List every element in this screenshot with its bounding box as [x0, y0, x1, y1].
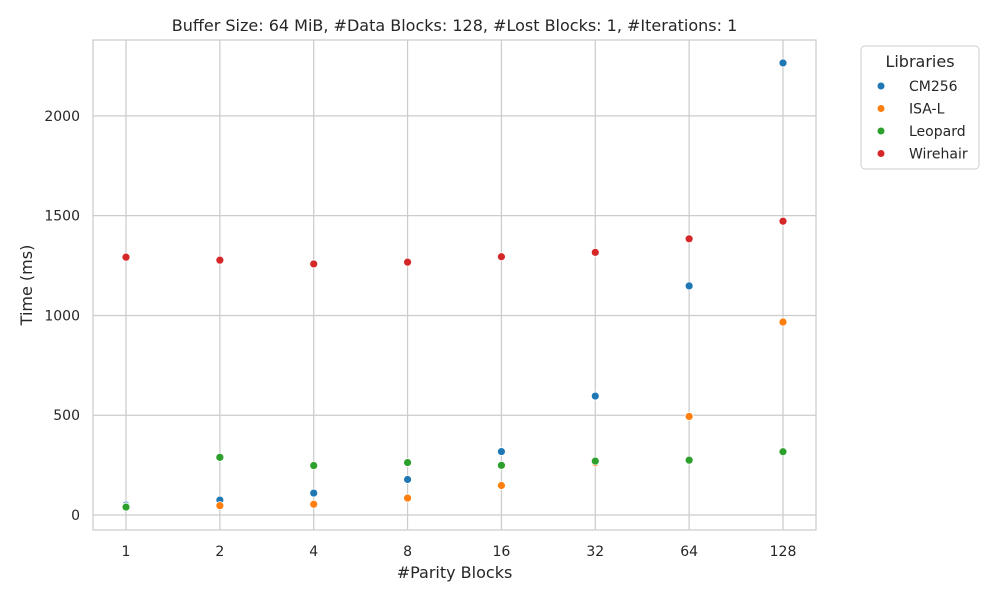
data-point: [215, 255, 225, 265]
y-tick-label: 1000: [44, 308, 80, 324]
data-point: [684, 455, 694, 465]
x-tick-label: 32: [586, 544, 604, 560]
x-tick-label: 8: [403, 544, 412, 560]
data-point: [778, 58, 788, 68]
legend-marker: [877, 150, 885, 157]
y-tick-labels: 0 500 1000 1500 2000: [44, 109, 80, 524]
data-point: [121, 502, 131, 512]
data-point: [309, 499, 319, 509]
data-point: [121, 252, 131, 262]
data-point: [684, 412, 694, 421]
grid: [93, 40, 816, 530]
x-axis-label: #Parity Blocks: [397, 563, 513, 582]
legend-label: ISA-L: [909, 102, 945, 118]
data-point: [309, 488, 319, 498]
series-cm256: [121, 58, 788, 510]
data-points: [121, 58, 788, 512]
x-tick-label: 128: [770, 544, 797, 560]
data-point: [403, 475, 412, 484]
data-point: [684, 281, 694, 291]
x-tick-label: 4: [309, 544, 318, 560]
legend: Libraries CM256 ISA-L Leopard Wirehair: [860, 45, 980, 170]
legend-marker: [877, 82, 885, 90]
plot-frame: [92, 39, 817, 531]
data-point: [403, 257, 412, 267]
legend-item: Leopard: [877, 124, 966, 140]
data-point: [497, 460, 506, 470]
legend-items: CM256 ISA-L Leopard Wirehair: [877, 79, 968, 163]
legend-marker: [877, 105, 885, 112]
series-leopard: [121, 447, 788, 512]
data-point: [590, 456, 600, 466]
y-tick-label: 2000: [44, 109, 80, 125]
y-tick-label: 1500: [44, 209, 80, 225]
series-isa-l: [121, 317, 788, 512]
chart-title: Buffer Size: 64 MiB, #Data Blocks: 128, …: [172, 16, 738, 35]
data-point: [403, 493, 412, 503]
data-point: [215, 501, 225, 511]
legend-marker: [877, 127, 885, 135]
data-point: [497, 447, 506, 456]
data-point: [309, 259, 319, 269]
legend-box: [860, 45, 980, 170]
legend-item: ISA-L: [877, 102, 945, 118]
data-point: [309, 461, 319, 470]
data-point: [684, 234, 694, 244]
legend-label: Wirehair: [909, 147, 968, 163]
data-point: [497, 481, 506, 490]
data-point: [590, 391, 600, 401]
data-point: [778, 317, 788, 327]
data-point: [778, 216, 788, 226]
data-point: [590, 247, 600, 257]
legend-label: CM256: [909, 79, 958, 95]
y-tick-label: 500: [53, 408, 80, 424]
data-point: [497, 252, 506, 262]
data-point: [778, 447, 788, 457]
data-point: [403, 458, 412, 467]
x-tick-label: 64: [680, 544, 698, 560]
data-point: [215, 452, 225, 462]
legend-title: Libraries: [885, 52, 954, 71]
legend-item: CM256: [877, 79, 958, 95]
legend-label: Leopard: [909, 124, 966, 140]
x-tick-label: 2: [215, 544, 224, 560]
x-tick-label: 16: [493, 544, 511, 560]
x-tick-label: 1: [122, 544, 131, 560]
series-wirehair: [121, 216, 788, 269]
y-tick-label: 0: [71, 508, 80, 524]
y-axis-label: Time (ms): [17, 245, 36, 327]
x-tick-labels: 1 2 4 8 16 32 64 128: [122, 544, 797, 560]
legend-item: Wirehair: [877, 147, 968, 163]
